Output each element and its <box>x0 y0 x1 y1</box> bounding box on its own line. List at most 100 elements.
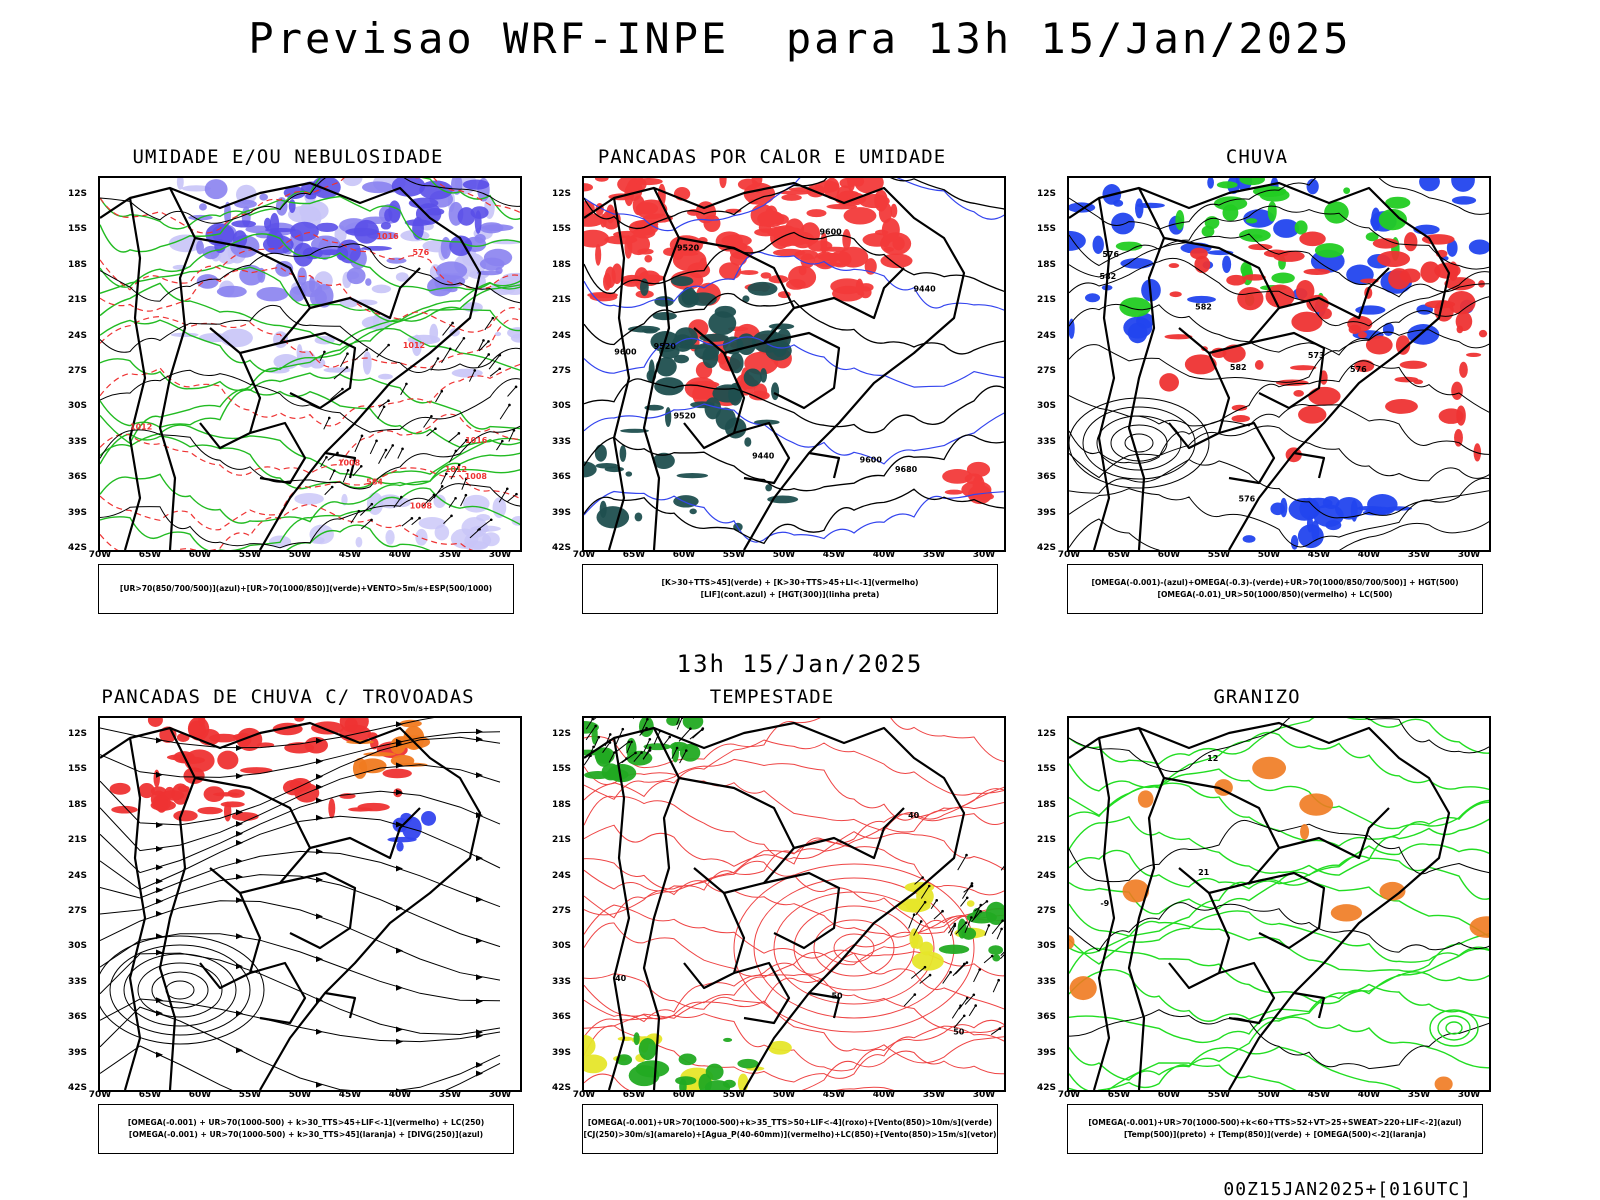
contour-label: 9440 <box>913 284 936 293</box>
longitude-label: 70W <box>88 550 112 560</box>
country-borders <box>584 181 966 550</box>
contour-labels: 582 576 582 576 573 582 576 <box>1100 250 1368 504</box>
contour-label: 9520 <box>654 342 677 351</box>
latitude-label: 18S <box>1037 799 1057 810</box>
longitude-label: 50W <box>1257 550 1281 560</box>
legend-line: [K>30+TTS>45](verde) + [K>30+TTS>45+LI<-… <box>661 578 919 587</box>
latitude-label: 33S <box>1037 436 1057 447</box>
latitude-label: 21S <box>1037 835 1057 846</box>
panel-legend: [OMEGA(-0.001) + UR>70(1000-500) + k>30_… <box>98 1104 514 1154</box>
longitude-label: 40W <box>1357 550 1381 560</box>
latitude-label: 30S <box>68 941 88 952</box>
latitude-label: 42S <box>1037 1083 1057 1093</box>
legend-line: [UR>70(850/700/500)](azul)+[UR>70(1000/8… <box>119 584 493 593</box>
contour-label: 50 <box>831 991 843 1000</box>
lc250-streamlines <box>100 718 501 1090</box>
country-borders <box>100 721 482 1090</box>
longitude-label: 60W <box>1157 1090 1181 1100</box>
longitude-label: 45W <box>338 550 362 560</box>
contour-label: 40 <box>615 974 627 983</box>
panel-title: PANCADAS DE CHUVA C/ TROVOADAS <box>101 686 475 708</box>
contour-label: 1012 <box>130 423 152 432</box>
map-canvas: 9600 9520 9600 9520 9600 9520 9440 9440 9680 <box>584 178 1004 550</box>
contour-label: 9440 <box>752 452 775 461</box>
low-pressure-loops <box>1069 397 1210 489</box>
latitude-label: 30S <box>68 401 88 412</box>
country-borders <box>584 721 966 1090</box>
cyclone-loops <box>100 935 265 1045</box>
latitude-label: 42S <box>552 543 572 553</box>
hgt500-contours <box>1069 178 1489 550</box>
latitude-label: 18S <box>1037 259 1057 270</box>
panel-legend: [K>30+TTS>45](verde) + [K>30+TTS>45+LI<-… <box>582 564 998 614</box>
contour-label: 9680 <box>895 465 918 474</box>
latitude-label: 39S <box>68 507 88 518</box>
longitude-label: 50W <box>772 550 796 560</box>
map-canvas: 40 50 50 40 <box>584 718 1004 1090</box>
contour-label: 1016 <box>376 232 399 241</box>
latitude-label: 15S <box>552 224 572 235</box>
valid-time-subtitle: 13h 15/Jan/2025 <box>676 650 924 678</box>
contour-label: 1012 <box>403 341 425 350</box>
longitude-label: 45W <box>1307 1090 1331 1100</box>
latitude-label: 21S <box>68 295 88 306</box>
map-frame: 582 576 582 576 573 582 576 <box>1067 176 1491 552</box>
instability-red-fill-ocean <box>942 461 994 505</box>
longitude-label: 60W <box>188 550 212 560</box>
contour-label: 50 <box>953 1028 965 1037</box>
longitude-label: 65W <box>138 550 162 560</box>
longitude-label: 45W <box>822 1090 846 1100</box>
panel-tempestade: TEMPESTADE 40 50 50 40 12S 15S 18S 21S 24S 27S 30S 3… <box>532 686 1012 1166</box>
contour-label: 9520 <box>673 412 696 421</box>
longitude-label: 35W <box>438 550 462 560</box>
panel-title: PANCADAS POR CALOR E UMIDADE <box>597 146 947 168</box>
contour-labels: -9 21 12 <box>1100 754 1218 908</box>
legend-line: [OMEGA(-0.001)+UR>70(1000-500)+k>35_TTS>… <box>587 1118 993 1127</box>
precip-water-red-contours <box>584 718 1004 1090</box>
hgt300-contours <box>584 178 1004 545</box>
longitude-label: 70W <box>572 1090 596 1100</box>
latitude-label: 36S <box>552 472 572 483</box>
latitude-label: 27S <box>1037 366 1057 376</box>
panel-granizo: GRANIZO -9 21 12 12S 15S 18S 21S 24S 27S 30S 33S 36S… <box>1017 686 1497 1166</box>
omega-blue-fill-south <box>1242 494 1413 550</box>
latitude-label: 27S <box>552 906 572 916</box>
contour-label: 582 <box>1230 363 1247 372</box>
longitude-label: 40W <box>388 1090 412 1100</box>
legend-line: [OMEGA(-0.01)_UR>50(1000/850)(vermelho) … <box>1157 590 1393 599</box>
contour-label: 576 <box>412 248 429 257</box>
latitude-label: 39S <box>552 507 572 518</box>
latitude-label: 21S <box>1037 295 1057 306</box>
longitude-label: 45W <box>338 1090 362 1100</box>
longitude-label: 35W <box>438 1090 462 1100</box>
contour-label: 582 <box>1100 272 1117 281</box>
latitude-label: 12S <box>552 729 572 739</box>
instability-red-fill <box>584 178 913 306</box>
longitude-label: 30W <box>1457 1090 1481 1100</box>
instability-teal-fill <box>627 276 795 430</box>
panel-legend: [OMEGA(-0.001)-(azul)+OMEGA(-0.3)-(verde… <box>1067 564 1483 614</box>
contour-label: 21 <box>1198 868 1210 877</box>
latitude-label: 36S <box>552 1012 572 1023</box>
map-frame: 40 50 50 40 <box>582 716 1006 1092</box>
contour-label: 576 <box>1350 365 1367 374</box>
longitude-label: 70W <box>88 1090 112 1100</box>
latitude-label: 30S <box>1037 401 1057 412</box>
latitude-label: 36S <box>1037 1012 1057 1023</box>
panel-title: UMIDADE E/OU NEBULOSIDADE <box>132 146 444 168</box>
longitude-label: 30W <box>488 1090 512 1100</box>
latitude-label: 27S <box>68 906 88 916</box>
map-canvas: 582 576 582 576 573 582 576 <box>1069 178 1489 550</box>
latitude-label: 12S <box>552 189 572 199</box>
panel-pancadas-calor: PANCADAS POR CALOR E UMIDADE 9600 9520 9600… <box>532 146 1012 626</box>
latitude-label: 42S <box>552 1083 572 1093</box>
longitude-label: 30W <box>972 1090 996 1100</box>
contour-label: 576 <box>1102 250 1119 259</box>
latitude-label: 42S <box>68 1083 88 1093</box>
wind850-green-fill <box>584 718 704 783</box>
latitude-label: 12S <box>68 729 88 739</box>
latitude-label: 39S <box>1037 507 1057 518</box>
latitude-label: 15S <box>68 224 88 235</box>
wind850-green-fill-south <box>616 1032 759 1090</box>
